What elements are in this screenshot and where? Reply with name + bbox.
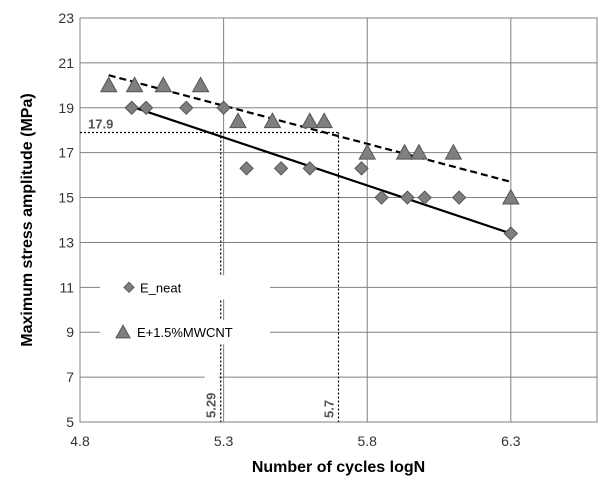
data-point-triangle xyxy=(229,112,247,129)
annotation-x-value-1: 5.29 xyxy=(204,393,219,418)
data-point-triangle xyxy=(154,76,173,93)
y-tick-label: 15 xyxy=(58,190,74,206)
x-axis-title: Number of cycles logN xyxy=(252,459,425,476)
data-point-triangle xyxy=(99,76,118,93)
trendlines xyxy=(108,74,512,235)
annotation-x2-background xyxy=(322,380,337,420)
x-axis-ticks: 4.8 5.3 5.8 6.3 xyxy=(70,433,521,449)
legend-background-2 xyxy=(100,320,270,345)
y-tick-label: 5 xyxy=(66,414,74,430)
data-point-triangle xyxy=(395,143,414,160)
data-markers xyxy=(99,76,520,241)
data-point-triangle xyxy=(315,112,333,129)
y-tick-label: 13 xyxy=(58,234,74,250)
data-point-triangle xyxy=(263,112,282,129)
y-axis-ticks: 5 7 9 11 13 15 17 19 21 23 xyxy=(58,10,74,430)
legend: E_neat E+1.5%MWCNT xyxy=(100,275,270,345)
x-tick-label: 4.8 xyxy=(70,433,90,449)
y-axis-title: Maximum stress amplitude (MPa) xyxy=(19,93,36,346)
x-tick-label: 5.8 xyxy=(357,433,377,449)
data-point-triangle xyxy=(410,143,428,160)
data-point-diamond xyxy=(216,100,231,115)
data-point-diamond xyxy=(138,100,154,115)
data-point-diamond xyxy=(374,190,389,205)
y-tick-label: 19 xyxy=(58,100,74,116)
x-tick-label: 6.3 xyxy=(501,433,521,449)
annotation-y-value: 17.9 xyxy=(88,116,113,131)
trendline-e-mwcnt xyxy=(108,74,512,183)
data-point-diamond xyxy=(354,161,369,176)
y-tick-label: 17 xyxy=(58,145,74,161)
trendline-e-neat xyxy=(131,105,512,235)
data-point-diamond xyxy=(302,161,317,176)
data-point-triangle xyxy=(444,143,463,160)
y-tick-label: 7 xyxy=(66,369,74,385)
y-tick-label: 23 xyxy=(58,10,74,26)
data-point-diamond xyxy=(179,100,194,115)
data-point-diamond xyxy=(273,161,289,176)
annotation-x1-background xyxy=(204,360,219,420)
y-tick-label: 21 xyxy=(58,55,74,71)
data-point-diamond xyxy=(451,190,467,205)
data-point-diamond xyxy=(503,226,519,241)
annotation-x-value-2: 5.7 xyxy=(322,400,337,418)
data-point-diamond xyxy=(417,190,432,205)
plot-area-border xyxy=(79,17,598,423)
data-point-diamond xyxy=(239,161,254,176)
data-point-triangle xyxy=(358,143,377,160)
data-point-triangle xyxy=(125,76,144,93)
annotation-y-background xyxy=(84,116,112,131)
data-point-diamond xyxy=(400,190,415,205)
data-point-diamond xyxy=(124,100,139,115)
legend-marker-diamond xyxy=(123,281,135,294)
data-point-triangle xyxy=(501,188,520,205)
y-tick-label: 11 xyxy=(59,279,74,295)
data-point-triangle xyxy=(191,76,210,93)
data-point-triangle xyxy=(300,112,319,129)
legend-label-e-mwcnt: E+1.5%MWCNT xyxy=(137,325,233,340)
y-tick-label: 9 xyxy=(66,324,74,340)
legend-marker-triangle xyxy=(115,324,131,339)
legend-label-e-neat: E_neat xyxy=(140,280,182,295)
annotation-labels: 17.9 5.29 5.7 xyxy=(84,116,337,420)
x-tick-label: 5.3 xyxy=(214,433,234,449)
